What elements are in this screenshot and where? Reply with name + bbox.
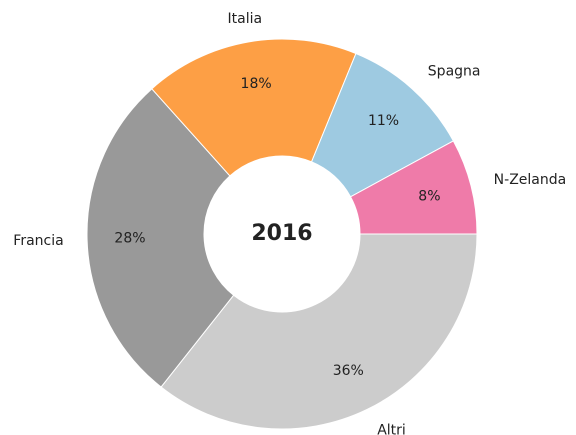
slice-label: Altri xyxy=(377,423,406,435)
slice xyxy=(310,52,455,198)
value-label: 18% xyxy=(241,76,272,92)
slice xyxy=(151,38,357,177)
value-label: 36% xyxy=(333,363,364,379)
slice-label: Francia xyxy=(13,233,63,249)
slice-label: Spagna xyxy=(428,63,481,79)
value-label: 8% xyxy=(418,189,440,205)
slice xyxy=(86,88,235,388)
center-label: 2016 xyxy=(251,221,312,246)
value-label: 11% xyxy=(368,113,399,129)
slice-label: Italia xyxy=(228,11,263,27)
slice xyxy=(349,140,478,235)
slice xyxy=(160,233,478,430)
value-label: 28% xyxy=(114,231,145,247)
slice-label: N-Zelanda xyxy=(494,172,567,188)
